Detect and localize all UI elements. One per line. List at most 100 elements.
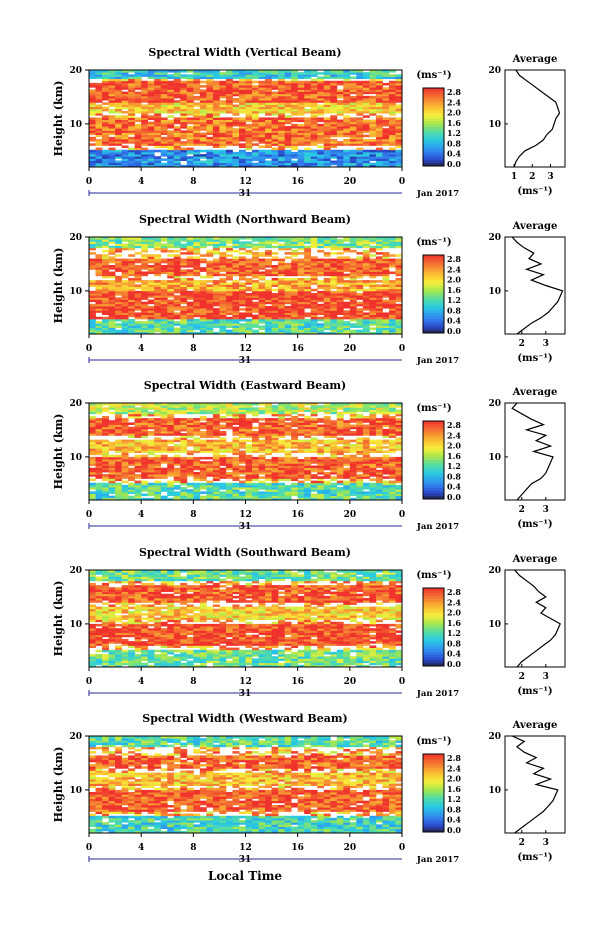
heatmap-cell	[180, 132, 188, 136]
heatmap-cell	[278, 78, 286, 82]
heatmap-cell	[284, 256, 292, 259]
heatmap-cell	[141, 80, 149, 84]
heatmap-cell	[317, 149, 325, 153]
heatmap-cell	[317, 331, 325, 335]
heatmap-cell	[193, 70, 201, 73]
heatmap-cell	[375, 80, 383, 84]
heatmap-cell	[193, 456, 201, 460]
heatmap-cell	[388, 130, 396, 133]
heatmap-cell	[193, 138, 201, 142]
heatmap-cell	[167, 121, 175, 125]
heatmap-cell	[349, 72, 357, 75]
heatmap-cell	[89, 136, 96, 140]
heatmap-cell	[173, 254, 181, 257]
heatmap-cell	[343, 104, 351, 108]
heatmap-cell	[232, 160, 240, 164]
heatmap-cell	[258, 162, 266, 166]
heatmap-cell	[173, 91, 181, 95]
heatmap-cell	[291, 132, 299, 136]
heatmap-cell	[349, 87, 357, 90]
heatmap-cell	[141, 454, 149, 458]
heatmap-cell	[232, 82, 240, 86]
heatmap-cell	[323, 143, 331, 146]
heatmap-cell	[343, 132, 351, 136]
heatmap-cell	[89, 121, 96, 125]
heatmap-cell	[310, 160, 318, 164]
heatmap-cell	[304, 154, 312, 157]
heatmap-cell	[369, 258, 377, 262]
heatmap-cell	[297, 87, 305, 90]
heatmap-cell	[160, 495, 168, 499]
heatmap-cell	[154, 82, 162, 86]
heatmap-cell	[343, 87, 351, 90]
heatmap-cell	[186, 85, 194, 88]
heatmap-cell	[141, 115, 149, 118]
heatmap-cell	[336, 252, 344, 255]
heatmap-cell	[160, 164, 168, 168]
heatmap-cell	[336, 104, 344, 108]
heatmap-cell	[147, 156, 155, 159]
heatmap-cell	[252, 280, 259, 283]
heatmap-cell	[278, 119, 286, 123]
heatmap-cell	[382, 134, 390, 138]
heatmap-cell	[212, 117, 220, 120]
heatmap-cell	[375, 104, 383, 108]
heatmap-cell	[89, 280, 96, 283]
heatmap-cell	[167, 162, 175, 166]
heatmap-cell	[362, 149, 370, 153]
heatmap-cell	[128, 482, 136, 486]
heatmap-cell	[382, 141, 390, 144]
heatmap-cell	[356, 256, 364, 259]
heatmap-cell	[245, 102, 253, 105]
heatmap-cell	[284, 70, 292, 73]
heatmap-cell	[134, 78, 142, 82]
heatmap-cell	[343, 480, 351, 484]
heatmap-cell	[167, 145, 175, 148]
heatmap-cell	[238, 100, 246, 103]
heatmap-cell	[206, 156, 214, 159]
heatmap-cell	[238, 162, 246, 166]
heatmap-cell	[121, 164, 129, 168]
heatmap-cell	[245, 145, 253, 148]
colorbar-tick-label: 1.2	[447, 128, 461, 138]
heatmap-cell	[238, 312, 246, 315]
heatmap-cell	[362, 130, 370, 133]
heatmap-cell	[284, 305, 292, 309]
heatmap-cell	[304, 318, 312, 322]
heatmap-cell	[160, 243, 168, 247]
heatmap-cell	[206, 164, 214, 168]
heatmap-cell	[128, 147, 136, 151]
heatmap-cell	[395, 123, 403, 127]
heatmap-cell	[154, 138, 162, 142]
heatmap-cell	[245, 113, 253, 116]
heatmap-cell	[95, 87, 103, 90]
heatmap-cell	[160, 82, 168, 86]
heatmap-cell	[167, 141, 175, 144]
average-y-tick-label: 20	[488, 66, 501, 76]
heatmap-cell	[115, 106, 122, 110]
heatmap-cell	[304, 128, 312, 131]
heatmap-cell	[186, 456, 194, 460]
heatmap-cell	[258, 160, 266, 164]
heatmap-cell	[199, 106, 207, 110]
heatmap-cell	[134, 290, 142, 294]
heatmap-cell	[199, 117, 207, 120]
heatmap-cell	[317, 89, 325, 92]
heatmap-cell	[369, 85, 377, 88]
heatmap-cell	[271, 76, 279, 80]
heatmap-cell	[193, 280, 201, 283]
heatmap-cell	[356, 117, 364, 120]
heatmap-cell	[108, 108, 116, 112]
heatmap-cell	[310, 456, 318, 460]
heatmap-cell	[297, 126, 305, 129]
heatmap-cell	[310, 74, 318, 77]
heatmap-cell	[278, 160, 286, 164]
heatmap-cell	[278, 98, 286, 101]
heatmap-cell	[271, 100, 279, 103]
heatmap-cell	[284, 91, 292, 95]
heatmap-cell	[147, 91, 155, 95]
heatmap-cell	[102, 149, 109, 153]
heatmap-cell	[349, 98, 357, 101]
heatmap-cell	[160, 132, 168, 136]
heatmap-cell	[232, 100, 240, 103]
